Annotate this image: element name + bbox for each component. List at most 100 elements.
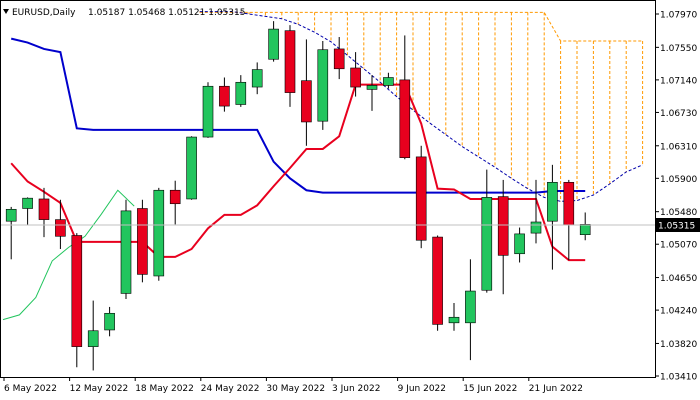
bear-candle-body: [169, 189, 181, 205]
y-tick-label: 1.05900: [660, 175, 697, 185]
candle: [235, 75, 247, 107]
candle: [383, 72, 394, 89]
candle: [448, 302, 460, 331]
y-tick-label: 1.04240: [660, 307, 697, 317]
bull-candle-body: [268, 28, 279, 60]
symbol-timeframe: EURUSD,Daily: [12, 8, 76, 18]
x-tick-label: 18 May 2022: [135, 384, 194, 394]
bull-candle-body: [579, 224, 591, 235]
candle: [202, 82, 214, 138]
candle: [251, 62, 263, 95]
bull-candle-body: [186, 136, 197, 200]
candle: [301, 39, 312, 146]
x-tick-label: 12 May 2022: [70, 384, 129, 394]
x-tick-label: 15 Jun 2022: [463, 384, 517, 394]
candle: [71, 233, 83, 368]
chart-header: EURUSD,Daily 1.05187 1.05468 1.05121 1.0…: [3, 8, 245, 18]
bull-candle-body: [22, 197, 33, 209]
current-price-box: 1.05315: [656, 218, 700, 232]
candle: [432, 235, 443, 331]
candle: [317, 40, 329, 130]
bear-candle-body: [497, 196, 509, 256]
candle: [153, 187, 165, 281]
candle: [55, 199, 66, 249]
bull-candle-body: [383, 77, 394, 86]
y-tick-label: 1.04650: [660, 274, 697, 284]
y-tick-label: 1.06730: [660, 109, 697, 119]
bull-candle-body: [448, 316, 460, 324]
bear-candle-body: [415, 156, 427, 241]
plot-frame: [0, 0, 656, 378]
candle: [530, 179, 542, 244]
bull-candle-body: [465, 290, 476, 324]
bull-candle-body: [366, 85, 378, 90]
y-tick-label: 1.07550: [660, 44, 697, 54]
bear-candle-body: [399, 79, 411, 158]
bear-candle-body: [38, 198, 50, 220]
bull-candle-body: [514, 233, 525, 255]
expand-arrow-icon[interactable]: [3, 9, 9, 14]
bull-candle-body: [251, 69, 263, 88]
current-price-label: 1.05315: [658, 222, 695, 232]
bull-candle-body: [202, 85, 214, 138]
bull-candle-body: [235, 81, 247, 105]
y-tick-label: 1.05480: [660, 208, 697, 218]
candle: [268, 21, 279, 62]
x-tick-label: 6 May 2022: [4, 384, 57, 394]
bull-candle-body: [153, 189, 165, 277]
x-tick-label: 9 Jun 2022: [398, 384, 446, 394]
bull-candle-body: [317, 49, 329, 122]
x-tick-label: 24 May 2022: [201, 384, 260, 394]
candle: [120, 199, 132, 299]
bull-candle-body: [547, 181, 558, 222]
kijun-sen-line: [10, 37, 586, 194]
candle: [350, 52, 361, 97]
candle: [87, 300, 99, 371]
chikou-span-line: [2, 189, 135, 321]
bear-candle-body: [301, 80, 312, 123]
candle: [137, 199, 148, 283]
bear-candle-body: [333, 48, 345, 70]
candle: [186, 136, 197, 200]
candle: [38, 187, 50, 238]
x-tick-label: 30 May 2022: [266, 384, 325, 394]
candlesticks: [5, 21, 591, 371]
bull-candle-body: [104, 312, 115, 331]
candle: [514, 227, 525, 263]
y-tick-label: 1.03410: [660, 373, 697, 383]
y-tick-label: 1.06310: [660, 142, 697, 152]
candle: [5, 206, 17, 260]
price-axis: 1.07970 1.07550 1.07140 1.06730 1.06310 1.059…: [655, 11, 697, 383]
candle: [219, 77, 230, 112]
bear-candle-body: [432, 236, 443, 325]
candle: [481, 169, 493, 293]
senkou-span-a: [199, 11, 643, 42]
candle: [563, 179, 575, 261]
bull-candle-body: [530, 221, 542, 234]
candle: [284, 25, 296, 107]
bull-candle-body: [5, 208, 17, 222]
ohlc-values: 1.05187 1.05468 1.05121 1.05315: [88, 8, 245, 18]
bull-candle-body: [120, 210, 132, 294]
candle: [366, 75, 378, 111]
candle: [22, 197, 33, 226]
x-tick-label: 21 Jun 2022: [529, 384, 583, 394]
bear-candle-body: [137, 208, 148, 275]
bear-candle-body: [55, 219, 66, 237]
bull-candle-body: [481, 197, 493, 291]
candle: [497, 179, 509, 295]
candle: [104, 306, 115, 337]
bear-candle-body: [284, 30, 296, 93]
candle: [579, 212, 591, 241]
x-tick-label: 3 Jun 2022: [332, 384, 380, 394]
y-tick-label: 1.03820: [660, 340, 697, 350]
bear-candle-body: [563, 181, 575, 226]
candle: [169, 180, 181, 225]
candle: [333, 37, 345, 80]
y-tick-label: 1.07970: [660, 11, 697, 21]
bear-candle-body: [71, 235, 83, 347]
candle: [465, 259, 476, 361]
candle: [399, 35, 411, 160]
